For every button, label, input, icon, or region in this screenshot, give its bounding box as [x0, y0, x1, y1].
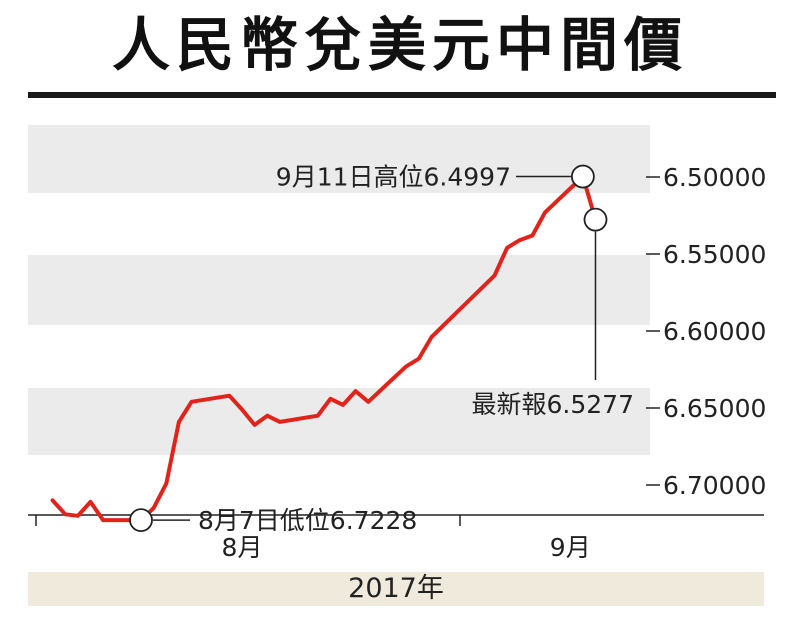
background-bands: [28, 125, 650, 455]
data-point: [164, 481, 168, 486]
data-point: [177, 420, 181, 424]
x-axis-labels: 8月 9月: [222, 533, 591, 562]
data-point: [265, 414, 269, 418]
chart-title: 人民幣兌美元中間價: [111, 11, 688, 79]
data-point: [455, 310, 459, 315]
annotation-label-low: 8月7日低位6.7228: [198, 506, 417, 535]
y-tick-label: 6.50000: [663, 163, 766, 192]
annotation-label-high: 9月11日高位6.4997: [276, 163, 511, 192]
year-label: 2017年: [28, 572, 764, 606]
data-point: [404, 364, 408, 369]
data-point: [492, 273, 497, 278]
data-point: [518, 238, 522, 242]
annotation-label-latest: 最新報6.5277: [472, 390, 634, 419]
data-point: [76, 514, 80, 518]
data-point: [366, 400, 370, 404]
data-point: [240, 407, 244, 412]
data-point: [152, 506, 156, 510]
data-point: [442, 323, 446, 327]
title-rule: [28, 92, 776, 98]
y-axis-ticks: [646, 176, 660, 486]
annotation-marker: [583, 207, 608, 232]
data-point: [253, 423, 257, 427]
data-point: [341, 403, 345, 407]
annotation-marker: [129, 508, 153, 533]
series-group: [50, 174, 598, 523]
data-point: [429, 335, 433, 339]
data-point: [227, 394, 231, 398]
data-point: [51, 498, 55, 502]
data-point: [417, 357, 421, 361]
data-point: [505, 246, 509, 250]
y-tick-label: 6.65000: [663, 394, 766, 423]
data-point: [101, 518, 105, 522]
data-point: [278, 420, 282, 424]
annotations-group: 8月7日低位6.7228 9月11日高位6.4997 最新報6.5277: [129, 163, 634, 535]
y-tick-label: 6.60000: [663, 317, 766, 346]
data-point: [354, 389, 358, 393]
data-point: [530, 233, 534, 238]
data-point: [316, 414, 320, 418]
band-0: [28, 125, 650, 193]
x-month-label: 8月: [222, 533, 263, 562]
y-tick-label: 6.55000: [663, 240, 766, 269]
y-axis-labels: 6.50000 6.55000 6.60000 6.65000 6.70000: [663, 163, 766, 500]
data-point: [328, 397, 332, 401]
band-1: [28, 255, 650, 325]
y-tick-label: 6.70000: [663, 471, 766, 500]
x-month-label: 9月: [550, 533, 591, 562]
band-2: [28, 388, 650, 455]
data-point: [88, 500, 93, 504]
data-point: [189, 400, 194, 404]
series-line-0: [50, 174, 598, 523]
x-axis-ticks: [35, 515, 461, 526]
annotation-marker: [570, 164, 595, 189]
data-point: [63, 512, 67, 516]
data-point: [543, 210, 547, 215]
